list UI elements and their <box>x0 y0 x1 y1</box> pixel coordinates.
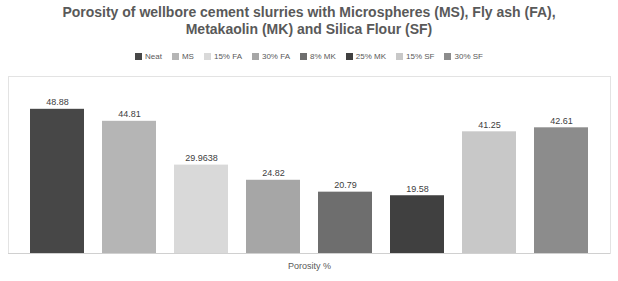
html-text:Porosity of wellbore cement sl: Porosity of wellbore cement slurries wit… <box>62 4 556 37</box>
svg-text:44.81: 44.81 <box>118 109 141 119</box>
html-text:15% FA: 15% FA <box>214 51 242 61</box>
html-text:MS: MS <box>182 51 194 61</box>
svg-text:Porosity %: Porosity % <box>288 261 331 271</box>
html-text:30% SF: 30% SF <box>454 51 483 61</box>
html-text:15% SF: 15% SF <box>406 51 435 61</box>
svg-text:42.61: 42.61 <box>550 116 573 126</box>
svg-text:41.25: 41.25 <box>478 120 501 130</box>
svg-text:19.58: 19.58 <box>406 184 429 194</box>
svg-text:48.88: 48.88 <box>46 97 69 107</box>
html-text:8% MK: 8% MK <box>310 51 336 61</box>
svg-text:24.82: 24.82 <box>262 168 285 178</box>
html-text:Neat: Neat <box>145 51 162 61</box>
svg-text:20.79: 20.79 <box>334 180 357 190</box>
svg-text:29.9638: 29.9638 <box>185 153 218 163</box>
html-text:30% FA: 30% FA <box>262 51 290 61</box>
html-text:25% MK: 25% MK <box>355 51 386 61</box>
